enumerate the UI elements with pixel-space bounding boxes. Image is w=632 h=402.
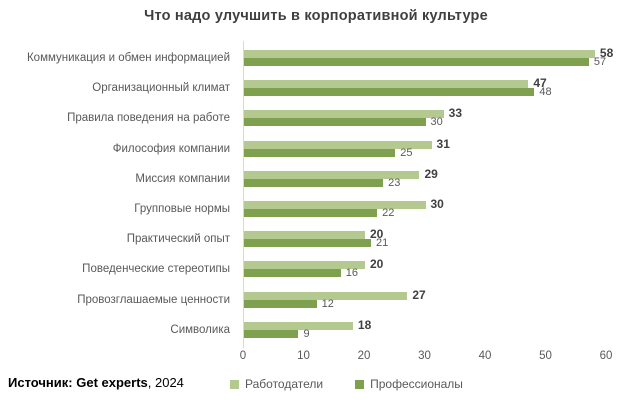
source-text: Источник: Get experts, 2024 bbox=[8, 375, 184, 390]
bars-area: Коммуникация и обмен информацией 58 57 Орга… bbox=[0, 46, 632, 348]
x-tick-label: 60 bbox=[599, 350, 613, 362]
y-axis-line bbox=[243, 41, 244, 348]
professionals-value-label: 57 bbox=[593, 56, 607, 68]
professionals-value-label: 21 bbox=[376, 237, 389, 250]
professionals-bar bbox=[244, 58, 589, 66]
bar-row: Провозглашаемые ценности 27 12 bbox=[0, 288, 632, 318]
legend-item-professionals: Профессионалы bbox=[355, 377, 463, 391]
employers-bar bbox=[244, 231, 365, 240]
category-label: Правила поведения на работе bbox=[67, 112, 230, 125]
bar-row: Миссия компании 29 23 bbox=[0, 167, 632, 197]
employers-bar bbox=[244, 50, 595, 58]
category-label: Поведенческие стереотипы bbox=[82, 263, 230, 276]
x-tick-label: 10 bbox=[297, 350, 310, 362]
employers-bar bbox=[244, 110, 444, 119]
professionals-bar bbox=[244, 118, 426, 127]
employers-value-label: 20 bbox=[370, 257, 384, 272]
employers-bar bbox=[244, 321, 353, 330]
legend-label-employers: Работодатели bbox=[245, 377, 324, 391]
category-label: Практический опыт bbox=[126, 233, 230, 246]
professionals-value-label: 12 bbox=[321, 297, 334, 310]
x-tick-label: 0 bbox=[239, 350, 247, 362]
employers-swatch-icon bbox=[230, 379, 239, 389]
employers-value-label: 31 bbox=[436, 136, 450, 151]
professionals-value-label: 9 bbox=[303, 327, 310, 340]
chart-title: Что надо улучшить в корпоративной культу… bbox=[144, 8, 488, 24]
professionals-bar bbox=[244, 239, 372, 248]
employers-value-label: 47 bbox=[533, 76, 547, 91]
source-year: , 2024 bbox=[147, 375, 184, 390]
employers-bar bbox=[244, 80, 529, 89]
bar-row: Групповые нормы 30 22 bbox=[0, 197, 632, 227]
professionals-value-label: 22 bbox=[382, 207, 395, 219]
professionals-value-label: 25 bbox=[400, 146, 413, 159]
professionals-swatch-icon bbox=[355, 379, 365, 389]
professionals-value-label: 23 bbox=[388, 176, 401, 189]
legend-item-employers: Работодатели bbox=[230, 377, 323, 391]
employers-bar bbox=[244, 291, 408, 300]
bar-row: Символика 18 9 bbox=[0, 318, 632, 348]
category-label: Провозглашаемые ценности bbox=[77, 293, 230, 306]
source-name: Источник: Get experts bbox=[8, 375, 148, 390]
employers-value-label: 58 bbox=[599, 46, 614, 60]
professionals-value-label: 16 bbox=[345, 267, 359, 280]
professionals-value-label: 30 bbox=[430, 116, 443, 129]
professionals-bar bbox=[244, 329, 299, 338]
bar-row: Поведенческие стереотипы 20 16 bbox=[0, 257, 632, 287]
employers-value-label: 29 bbox=[424, 166, 438, 181]
category-label: Коммуникация и обмен информацией bbox=[26, 52, 230, 64]
professionals-bar bbox=[244, 178, 384, 187]
bar-row: Правила поведения на работе 33 30 bbox=[0, 106, 632, 136]
professionals-value-label: 48 bbox=[539, 86, 552, 99]
category-label: Символика bbox=[170, 323, 230, 336]
employers-value-label: 33 bbox=[448, 106, 462, 121]
x-tick-label: 20 bbox=[357, 350, 371, 362]
legend-label-professionals: Профессионалы bbox=[370, 377, 463, 391]
bar-row: Философия компании 31 25 bbox=[0, 137, 632, 167]
x-tick-label: 50 bbox=[539, 350, 552, 362]
professionals-bar bbox=[244, 148, 396, 157]
professionals-bar bbox=[244, 269, 341, 278]
employers-bar bbox=[244, 261, 365, 270]
x-axis-tick-labels: 0 10 20 30 40 50 60 bbox=[0, 350, 632, 364]
bar-row: Организационный климат 47 48 bbox=[0, 76, 632, 106]
employers-value-label: 20 bbox=[370, 227, 384, 242]
category-label: Философия компании bbox=[112, 142, 230, 155]
x-tick-label: 30 bbox=[418, 350, 431, 362]
employers-bar bbox=[244, 140, 432, 149]
professionals-bar bbox=[244, 299, 317, 308]
category-label: Миссия компании bbox=[135, 172, 230, 185]
professionals-bar bbox=[244, 88, 535, 97]
legend: Работодатели Профессионалы bbox=[230, 377, 463, 391]
employers-value-label: 30 bbox=[430, 197, 444, 211]
bar-row: Коммуникация и обмен информацией 58 57 bbox=[0, 46, 632, 76]
employers-bar bbox=[244, 170, 420, 179]
category-label: Организационный климат bbox=[92, 82, 230, 95]
employers-bar bbox=[244, 201, 426, 209]
category-label: Групповые нормы bbox=[134, 203, 230, 215]
employers-value-label: 18 bbox=[357, 317, 372, 332]
professionals-bar bbox=[244, 209, 378, 217]
employers-value-label: 27 bbox=[412, 287, 426, 302]
x-tick-label: 40 bbox=[478, 350, 492, 362]
bar-row: Практический опыт 20 21 bbox=[0, 227, 632, 257]
